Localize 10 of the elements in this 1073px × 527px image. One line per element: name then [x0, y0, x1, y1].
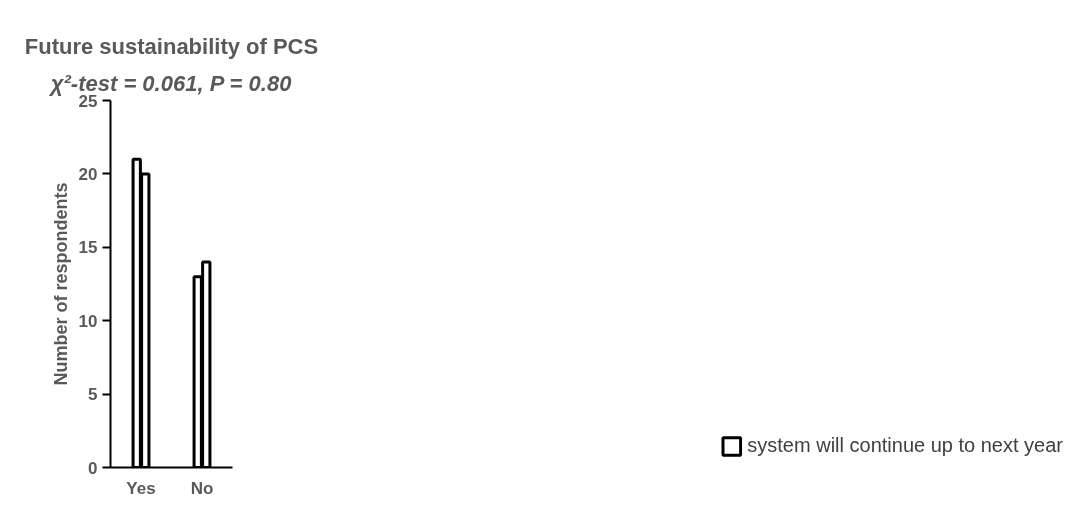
y-tick-label: 15	[78, 238, 98, 258]
y-tick-label: 10	[78, 311, 98, 331]
y-tick-label: 5	[88, 385, 98, 405]
x-tick-label: Yes	[126, 478, 156, 498]
y-tick-label: 20	[78, 164, 98, 184]
legend-label: system will continue up to next year	[747, 434, 1063, 457]
y-tick-label: 0	[88, 458, 98, 478]
chart-title: Future sustainability of PCS	[24, 33, 319, 59]
y-axis-title: Number of respondents	[50, 182, 71, 386]
x-tick-label: No	[190, 478, 214, 498]
